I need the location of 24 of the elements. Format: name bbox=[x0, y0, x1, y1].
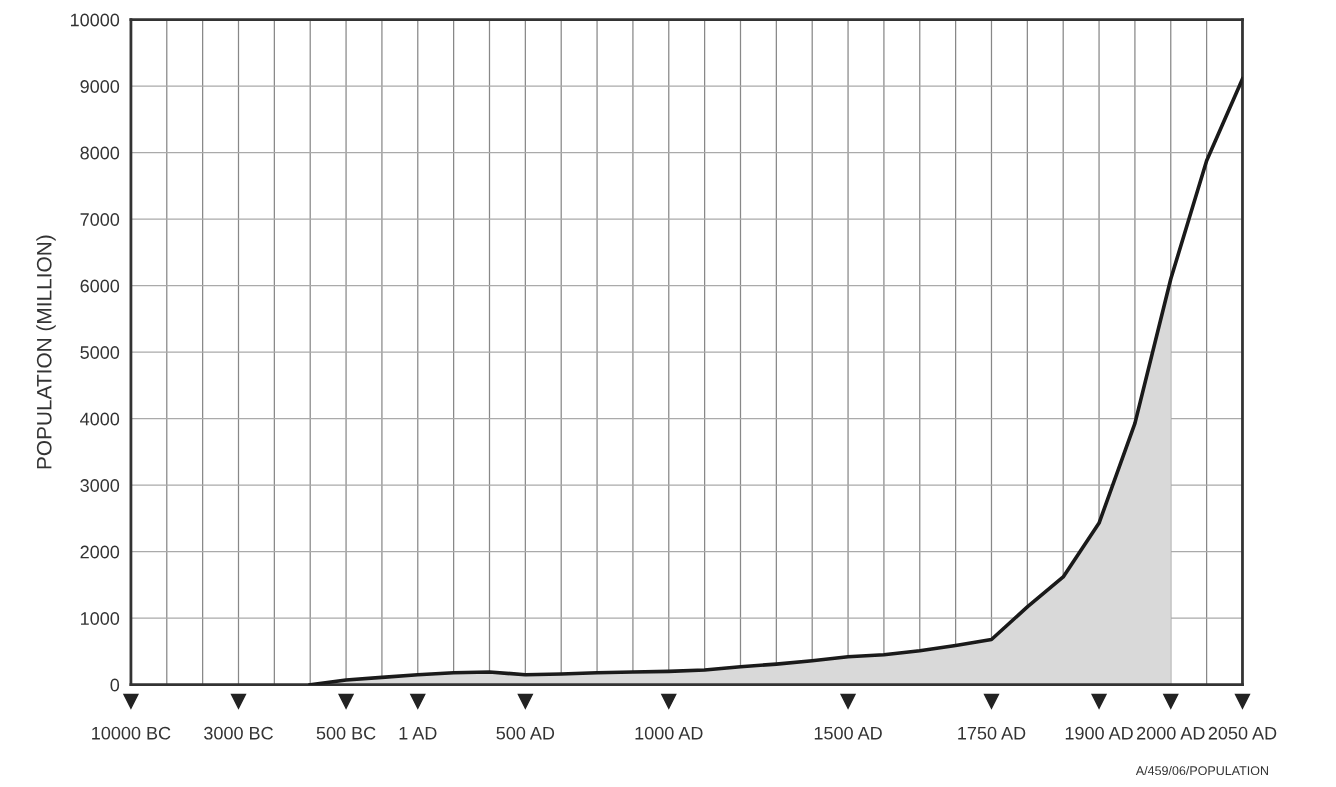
text: A/459/06/POPULATION bbox=[1135, 765, 1268, 776]
y-tick-label: 7000 bbox=[80, 213, 120, 226]
x-tick-label: 1750 AD bbox=[958, 726, 1026, 740]
y-tick-label: 0 bbox=[110, 678, 120, 692]
x-tick-label: 1500 AD bbox=[814, 726, 882, 740]
y-tick-label: 5000 bbox=[80, 346, 120, 359]
y-tick-label: 4000 bbox=[80, 412, 120, 426]
y-tick-label: 1000 bbox=[81, 612, 120, 625]
y-tick-label: 2000 bbox=[80, 545, 120, 559]
x-tick-label: 500 BC bbox=[316, 726, 376, 740]
x-tick-label: 1900 AD bbox=[1065, 726, 1133, 740]
x-tick-label: 1000 AD bbox=[635, 726, 703, 740]
x-tick-label: 2000 AD bbox=[1137, 726, 1205, 740]
y-tick-label: 9000 bbox=[80, 80, 120, 93]
x-tick-label: 10000 BC bbox=[92, 726, 171, 740]
x-tick-label: 2050 AD bbox=[1208, 726, 1277, 740]
y-tick-label: 3000 bbox=[80, 479, 120, 492]
x-tick-label: 3000 BC bbox=[204, 726, 273, 740]
y-tick-label: 8000 bbox=[80, 146, 120, 160]
y-tick-label: 6000 bbox=[80, 279, 120, 293]
y-tick-label: 10000 bbox=[70, 13, 120, 27]
x-tick-label: 500 AD bbox=[496, 726, 555, 740]
x-tick-label: 1 AD bbox=[399, 727, 437, 740]
y-axis-title: POPULATION (MILLION) bbox=[36, 235, 56, 469]
